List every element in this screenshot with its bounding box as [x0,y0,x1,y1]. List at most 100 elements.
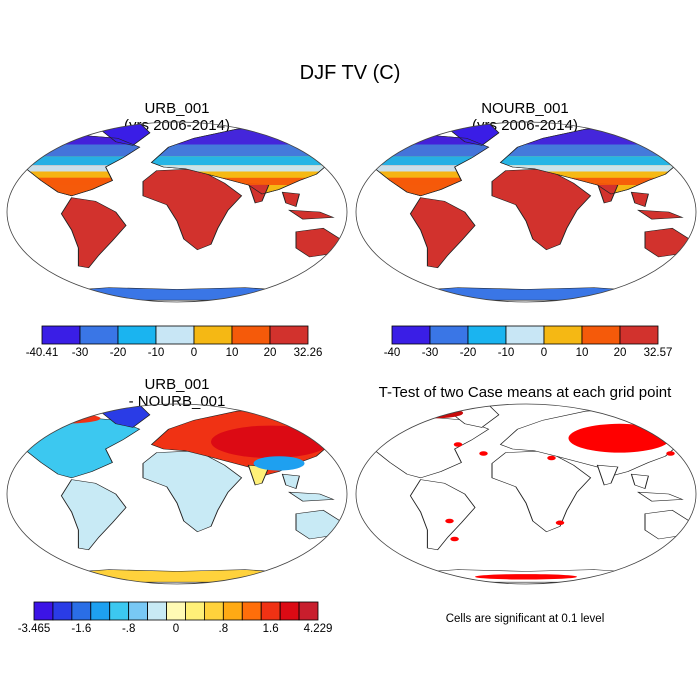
colorbar-swatch [41,325,81,345]
landmass-seasia [630,191,649,208]
colorbar-swatch [391,325,431,345]
cooling-anomaly [253,456,305,471]
landmass-samerica [60,479,127,551]
colorbar-tick-label: -20 [109,347,127,359]
landmass-india [596,464,619,486]
panel-3-title-line1: URB_001 [144,376,210,393]
panel-3-title-line2: - NOURB_001 [128,393,226,410]
colorbar-swatch [185,601,205,621]
colorbar-tick-label: 1.6 [262,623,279,635]
colorbar-tick-label: 10 [225,347,239,359]
landmass-indonesia [288,209,335,220]
panel-1-title: URB_001 (yrs 2006-2014) [22,100,332,134]
colorbar-swatch [128,601,148,621]
colorbar-swatch [193,325,233,345]
colorbar-swatch [33,601,54,621]
landmass-samerica [60,197,127,269]
temperature-band [7,144,347,157]
map-frame [355,403,697,585]
colorbar-swatch [71,601,92,621]
colorbar-swatch [467,325,507,345]
colorbar-swatch [231,325,271,345]
panel-2-title-line1: NOURB_001 [481,100,569,117]
colorbar-swatch [222,601,243,621]
colorbar-tick-label: 20 [613,347,627,359]
colorbar-tick-label: .8 [218,623,229,635]
colorbar-swatch [298,601,319,621]
colorbar-swatch [260,601,281,621]
warming-anomaly [211,425,330,458]
significant-cells [666,451,675,456]
landmass-samerica [409,197,476,269]
colorbar-swatch [619,325,659,345]
landmass-africa [491,168,592,251]
colorbar-tick-label: -40 [383,347,401,359]
colorbar-swatch [155,325,195,345]
colorbar-tick-label: -20 [459,347,477,359]
significant-cells [479,451,488,456]
colorbar-urb-labels: -40.41 -30 -20 -10 0 10 20 32.26 [26,347,323,363]
colorbar-swatch [147,601,167,621]
landmass-indonesia [637,491,684,502]
colorbar-tick-label: 10 [575,347,589,359]
map-frame [6,403,348,585]
colorbar-swatch [241,601,262,621]
colorbar-tick-label: -40.41 [25,347,59,359]
colorbar-swatch [79,325,119,345]
map-frame [6,121,348,303]
landmass-indonesia [637,209,684,220]
significant-cells [568,423,671,453]
colorbar-swatch [90,601,111,621]
significance-note: Cells are significant at 0.1 level [445,613,605,625]
colorbar-swatch [269,325,309,345]
landmass-seasia [281,473,300,490]
colorbar-tick-label: -.8 [121,623,136,635]
landmass-australia [644,509,690,540]
colorbar-tick-label: -10 [147,347,165,359]
colorbar-swatch [109,601,130,621]
colorbar-difference-labels: -3.465 -1.6 -.8 0 .8 1.6 4.229 [18,623,333,639]
panel-4-title: T-Test of two Case means at each grid po… [350,384,700,401]
colorbar-swatch [581,325,621,345]
significant-cells [475,574,577,580]
colorbar-tick-label: -30 [421,347,439,359]
landmass-indonesia [288,491,335,502]
colorbar-tick-label: -3.465 [17,623,51,635]
temperature-band [7,156,347,166]
significant-cells [401,407,464,419]
significant-cells [453,442,463,447]
colorbar-swatch [279,601,300,621]
temperature-band [356,144,696,157]
panel-1-title-line2: (yrs 2006-2014) [124,117,230,134]
panel-3-title: URB_001 - NOURB_001 [22,376,332,410]
colorbar-tick-label: -10 [497,347,515,359]
landmass-africa [142,168,243,251]
colorbar-tick-label: -1.6 [71,623,92,635]
significant-cells [555,520,565,526]
significant-cells [450,536,459,542]
colorbar-nourb-labels: -40 -30 -20 -10 0 10 20 32.57 [384,347,673,363]
significant-cells [445,518,454,524]
landmass-samerica [409,479,476,551]
colorbar-swatch [429,325,469,345]
panel-1-title-line1: URB_001 [144,100,210,117]
landmass-seasia [281,191,300,208]
map-frame [355,121,697,303]
colorbar-tick-label: 32.26 [293,347,323,359]
colorbar-swatch [52,601,73,621]
colorbar-nourb [391,325,659,345]
colorbar-swatch [166,601,186,621]
colorbar-difference [33,601,319,621]
colorbar-swatch [117,325,157,345]
panel-4-title-line1: T-Test of two Case means at each grid po… [378,384,672,401]
colorbar-swatch [543,325,583,345]
colorbar-tick-label: 0 [172,623,180,635]
colorbar-swatch [203,601,224,621]
colorbar-tick-label: -30 [71,347,89,359]
significant-cells [547,455,556,461]
colorbar-tick-label: 20 [263,347,277,359]
colorbar-tick-label: 0 [190,347,198,359]
